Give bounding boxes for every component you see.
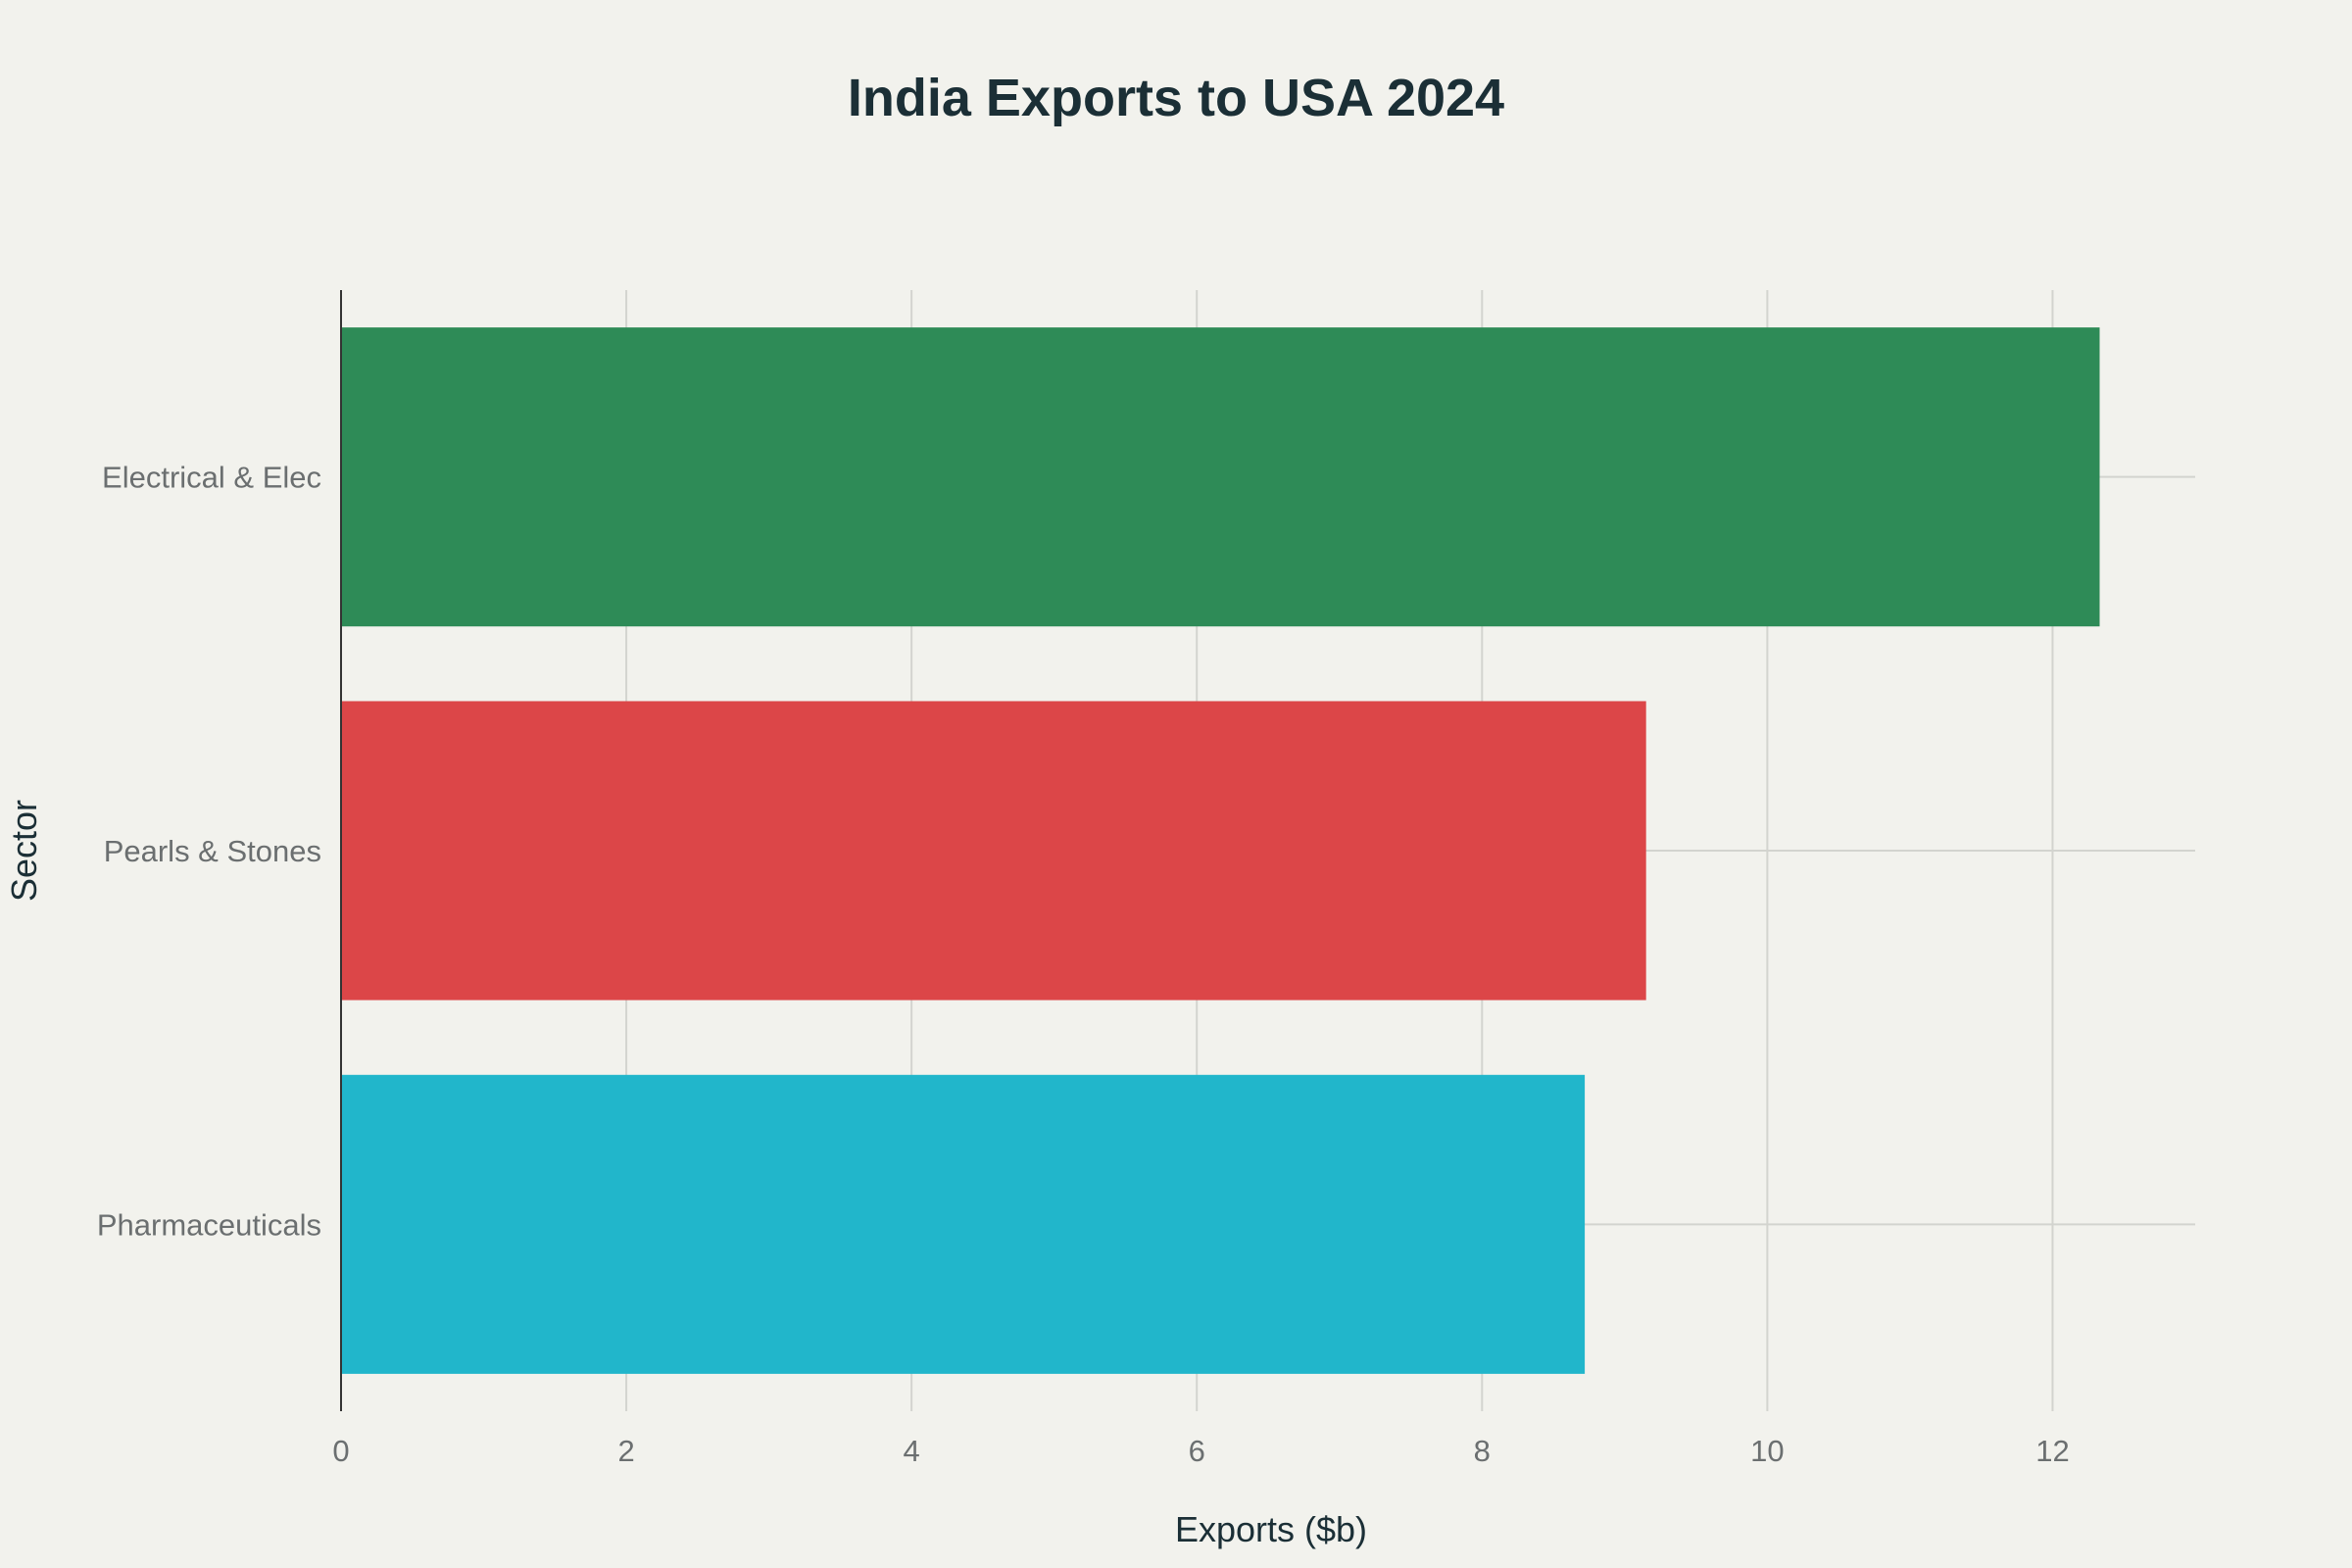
bars (341, 327, 2100, 1374)
x-tick-label: 2 (617, 1434, 634, 1468)
chart-title: India Exports to USA 2024 (848, 69, 1504, 127)
bar (341, 327, 2100, 627)
y-tick-label: Pearls & Stones (104, 834, 321, 868)
x-axis-title: Exports ($b) (1175, 1509, 1367, 1549)
bar (341, 701, 1646, 1001)
x-tick-label: 10 (1750, 1434, 1784, 1468)
x-tick-label: 0 (332, 1434, 349, 1468)
x-tick-labels: 0 2 4 6 8 10 12 (332, 1434, 2069, 1468)
y-axis-title: Sector (4, 800, 44, 902)
bar (341, 1074, 1586, 1374)
x-tick-label: 6 (1189, 1434, 1205, 1468)
y-tick-labels: Electrical & Elec Pearls & Stones Pharmace… (97, 461, 321, 1243)
y-tick-label: Pharmaceuticals (97, 1207, 321, 1242)
y-tick-label: Electrical & Elec (102, 461, 321, 495)
x-tick-label: 4 (904, 1434, 920, 1468)
x-tick-label: 8 (1474, 1434, 1491, 1468)
x-tick-label: 12 (2035, 1434, 2069, 1468)
